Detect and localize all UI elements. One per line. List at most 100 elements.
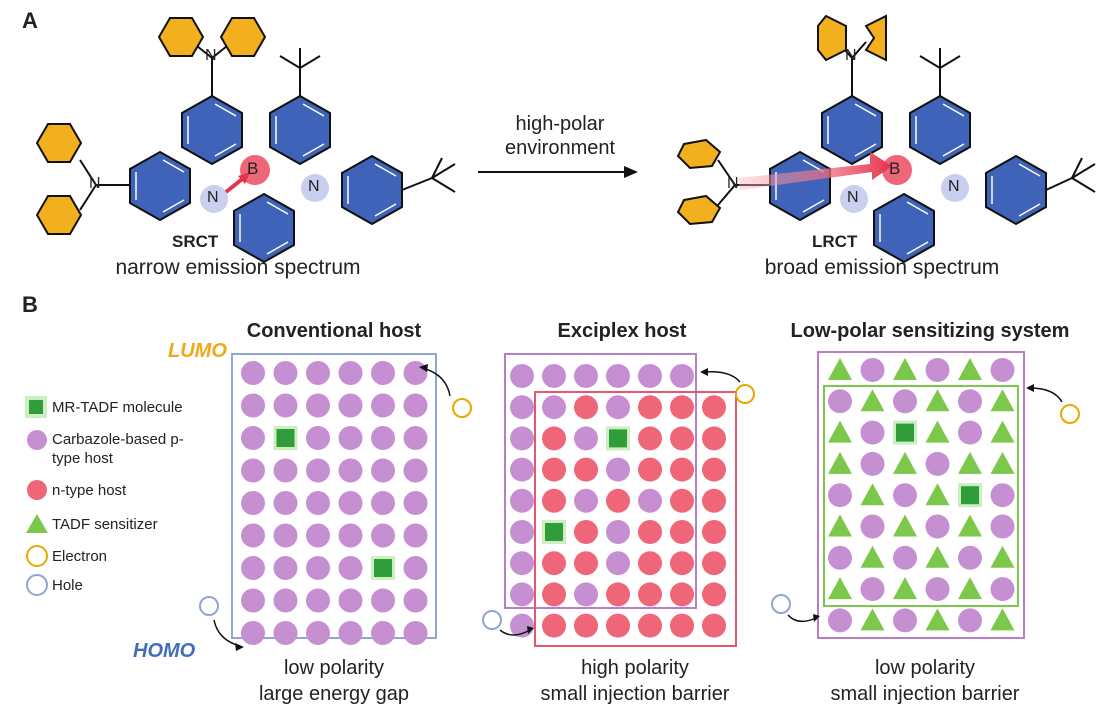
legend-p-host-symbol [27, 430, 47, 450]
n-type-host [542, 426, 566, 451]
arrow-label-line1: high-polar [515, 113, 605, 135]
p-type-host [371, 621, 395, 645]
conventional-caption-line2: large energy gap [258, 683, 410, 705]
n-type-host [702, 582, 726, 607]
p-type-host [510, 520, 534, 544]
tadf-sensitizer [828, 358, 852, 380]
p-type-host [338, 556, 363, 580]
p-type-host [606, 364, 630, 388]
carbazole-ring [341, 154, 403, 226]
electron-arrow [1029, 387, 1063, 403]
n-type-host [638, 457, 662, 482]
tadf-sensitizer [893, 577, 917, 600]
p-type-host [306, 491, 330, 515]
p-type-host [510, 488, 534, 513]
nitrogen-highlight [200, 185, 228, 213]
p-type-host [574, 488, 598, 513]
p-type-host [371, 393, 395, 418]
n-type-host [670, 613, 694, 638]
p-type-host [542, 364, 566, 388]
electron-arrow [703, 370, 741, 383]
p-type-host [306, 588, 330, 613]
panel-b-label: B [22, 292, 38, 317]
nitrogen-label: N [727, 175, 739, 192]
nitrogen-label: N [207, 189, 219, 206]
p-type-host [403, 458, 428, 483]
p-type-host [241, 458, 265, 483]
p-type-host [306, 458, 330, 483]
carbazole-ring [873, 192, 935, 264]
n-type-host [702, 551, 726, 576]
exciplex-host-title: Exciplex host [557, 320, 687, 342]
p-type-host [574, 426, 598, 451]
hole-ring [199, 596, 219, 616]
p-type-host [273, 393, 298, 418]
p-type-host [990, 483, 1015, 508]
p-type-host [338, 393, 363, 418]
boron-highlight [882, 155, 912, 185]
exciplex-caption-line1: high polarity [581, 657, 689, 679]
electron-ring [1060, 404, 1080, 424]
n-type-host [638, 520, 662, 544]
mr-tadf-molecule [609, 429, 627, 448]
p-type-host [860, 358, 885, 382]
nitrogen-label: N [845, 47, 857, 64]
p-type-host [510, 395, 534, 420]
carbazole-ring [181, 94, 243, 166]
tadf-sensitizer [925, 545, 950, 568]
p-type-host [241, 426, 265, 450]
carbazole-ring [233, 192, 295, 264]
srct-caption: narrow emission spectrum [115, 256, 361, 279]
srct-tag: SRCT [172, 232, 219, 251]
p-type-host [273, 523, 298, 548]
n-type-host [702, 395, 726, 420]
sensitizing-caption-line1: low polarity [874, 657, 976, 679]
p-type-host [306, 523, 330, 548]
exciplex-n-box [534, 391, 737, 647]
p-type-host [241, 393, 265, 418]
boron-label: B [247, 159, 259, 178]
p-type-host [241, 556, 265, 580]
legend-hole-symbol [26, 574, 48, 596]
boron-label: B [889, 159, 901, 178]
p-type-host [338, 458, 363, 483]
legend-p-host-line2: type host [52, 450, 113, 467]
p-type-host [958, 608, 982, 633]
conventional-host-title: Conventional host [246, 320, 422, 342]
n-type-host [574, 551, 598, 576]
lrct-ct-arrow [738, 152, 892, 190]
mr-tadf-molecule [896, 423, 914, 442]
tadf-sensitizer [860, 389, 885, 412]
tadf-sensitizer [958, 451, 982, 474]
p-type-host [306, 393, 330, 418]
mr-tadf-molecule [961, 486, 979, 505]
p-type-host [306, 621, 330, 645]
p-type-host [510, 551, 534, 576]
p-type-host [403, 588, 428, 613]
phenyl-ring [35, 195, 83, 235]
n-type-host [542, 551, 566, 576]
exciplex-caption-line2: small injection barrier [540, 683, 730, 705]
arrow-label-line2: environment [504, 137, 616, 159]
p-type-host [893, 483, 917, 508]
p-type-host [338, 491, 363, 515]
nitrogen-label: N [205, 47, 217, 64]
tadf-sensitizer [990, 608, 1015, 631]
tadf-sensitizer [958, 358, 982, 380]
sensitizing-inner-box [823, 385, 1019, 607]
legend-sensitizer-symbol [26, 514, 48, 533]
p-type-host [273, 588, 298, 613]
tadf-sensitizer [828, 420, 852, 443]
p-type-host [606, 551, 630, 576]
tadf-sensitizer [925, 389, 950, 412]
p-type-host [371, 491, 395, 515]
p-type-host [371, 523, 395, 548]
tadf-sensitizer [828, 514, 852, 537]
sensitizing-system-title: Low-polar sensitizing system [790, 320, 1070, 342]
p-type-host [273, 621, 298, 645]
p-type-host [893, 545, 917, 570]
n-type-host [702, 613, 726, 638]
p-type-host [403, 491, 428, 515]
p-type-host [273, 458, 298, 483]
